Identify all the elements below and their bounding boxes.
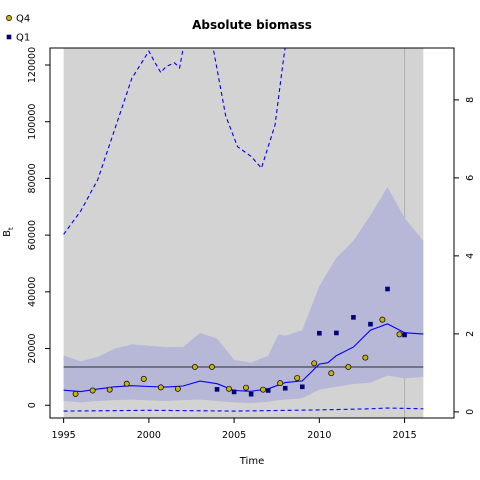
q4-point <box>123 380 130 387</box>
y-right-tick-label: 8 <box>465 97 476 103</box>
y-right-tick-label: 4 <box>465 253 476 259</box>
legend: Q4 Q1 <box>6 14 30 44</box>
legend-marker-q4 <box>6 15 12 21</box>
q1-point <box>299 384 305 390</box>
y-tick-label: 0 <box>27 402 38 408</box>
q4-point <box>328 370 335 377</box>
confidence-band <box>63 186 424 403</box>
q4-point <box>106 386 113 393</box>
q4-point <box>174 385 181 392</box>
q1-point <box>231 389 237 395</box>
y-tick-label: 100000 <box>27 104 38 140</box>
series-line-dashed-2 <box>63 407 424 412</box>
y-right-tick-label: 0 <box>465 409 476 415</box>
y-axis-label: Bt <box>2 227 15 237</box>
q4-point <box>345 364 352 370</box>
q1-point <box>265 388 271 393</box>
q1-point <box>214 387 220 392</box>
q4-point <box>311 360 318 367</box>
q1-point <box>248 391 254 397</box>
x-tick-label: 2000 <box>137 430 161 441</box>
plot-area: 1995 2000 2005 2010 2015 0 20000 40000 60000 8000… <box>27 47 476 441</box>
q1-point <box>351 315 356 320</box>
q4-point <box>379 316 386 323</box>
plot-inner <box>63 48 424 418</box>
q4-point <box>208 364 215 370</box>
q4-point <box>157 384 164 391</box>
q4-point <box>277 380 284 387</box>
q4-point <box>396 331 403 338</box>
x-tick-label: 2010 <box>307 430 331 441</box>
q1-point <box>385 286 390 292</box>
q4-point <box>72 390 79 397</box>
y-right-tick-label: 6 <box>465 175 476 181</box>
q4-point <box>191 364 198 370</box>
q4-point <box>140 375 147 382</box>
y-tick-label: 120000 <box>27 47 38 83</box>
y-tick-label: 60000 <box>27 220 38 250</box>
y-tick-label: 20000 <box>27 333 38 363</box>
y-tick-label: 80000 <box>27 163 38 193</box>
series-line-dashed-1 <box>63 48 286 235</box>
x-axis-label: Time <box>239 456 264 467</box>
y-tick-label: 40000 <box>27 277 38 307</box>
q1-point <box>317 330 322 336</box>
x-tick-label: 2015 <box>392 430 416 441</box>
legend-marker-q1 <box>6 34 12 40</box>
legend-label-q4: Q4 <box>16 14 30 25</box>
q1-point <box>282 385 288 391</box>
chart-title: Absolute biomass <box>192 18 312 32</box>
q1-point <box>402 332 407 338</box>
q4-point <box>294 375 301 381</box>
plot-frame <box>49 47 455 419</box>
q4-point <box>362 354 369 361</box>
q1-point <box>334 330 339 336</box>
y-right-tick-label: 2 <box>465 331 476 337</box>
q4-point <box>243 384 249 391</box>
legend-label-q1: Q1 <box>16 33 30 44</box>
q1-point <box>368 321 373 327</box>
q4-point <box>226 385 232 392</box>
q4-point <box>260 386 267 393</box>
q4-point <box>89 387 96 394</box>
x-tick-label: 2005 <box>222 430 246 441</box>
x-tick-label: 1995 <box>52 430 76 441</box>
